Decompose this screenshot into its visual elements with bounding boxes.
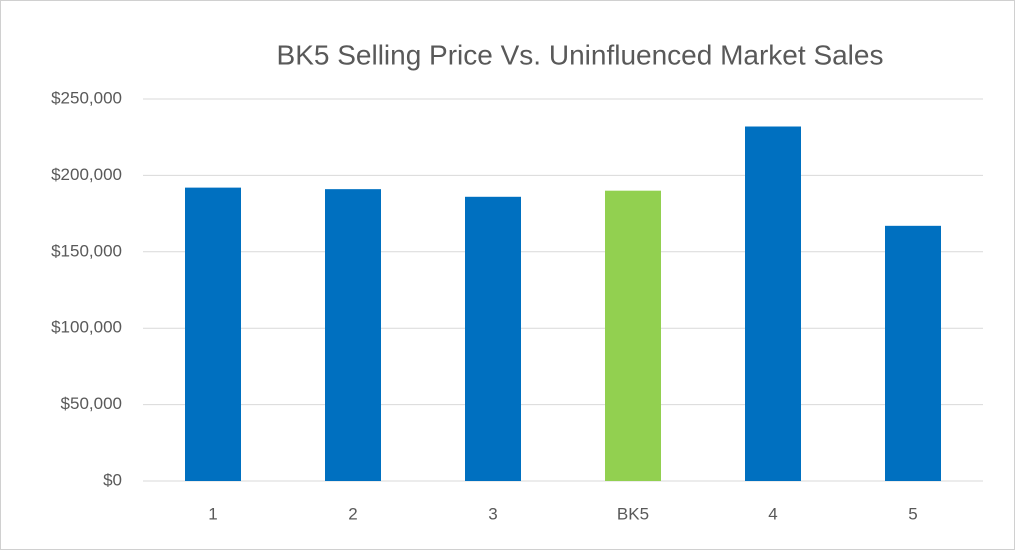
y-tick-label: $100,000: [51, 318, 122, 337]
x-tick-label: 1: [208, 504, 217, 523]
bar: [325, 189, 381, 481]
x-tick-label: 5: [908, 504, 917, 523]
y-tick-label: $150,000: [51, 241, 122, 260]
x-tick-label: 4: [768, 504, 777, 523]
chart-title: BK5 Selling Price Vs. Uninfluenced Marke…: [277, 39, 884, 70]
x-tick-label: 3: [488, 504, 497, 523]
x-tick-label: 2: [348, 504, 357, 523]
chart: BK5 Selling Price Vs. Uninfluenced Marke…: [0, 0, 1016, 551]
x-tick-label: BK5: [617, 504, 649, 523]
bar: [745, 127, 801, 481]
bar: [185, 188, 241, 481]
bar: [465, 197, 521, 481]
bar: [885, 226, 941, 481]
bar: [605, 191, 661, 481]
y-tick-label: $0: [103, 470, 122, 489]
y-tick-label: $50,000: [61, 394, 122, 413]
y-tick-label: $250,000: [51, 88, 122, 107]
y-tick-label: $200,000: [51, 165, 122, 184]
